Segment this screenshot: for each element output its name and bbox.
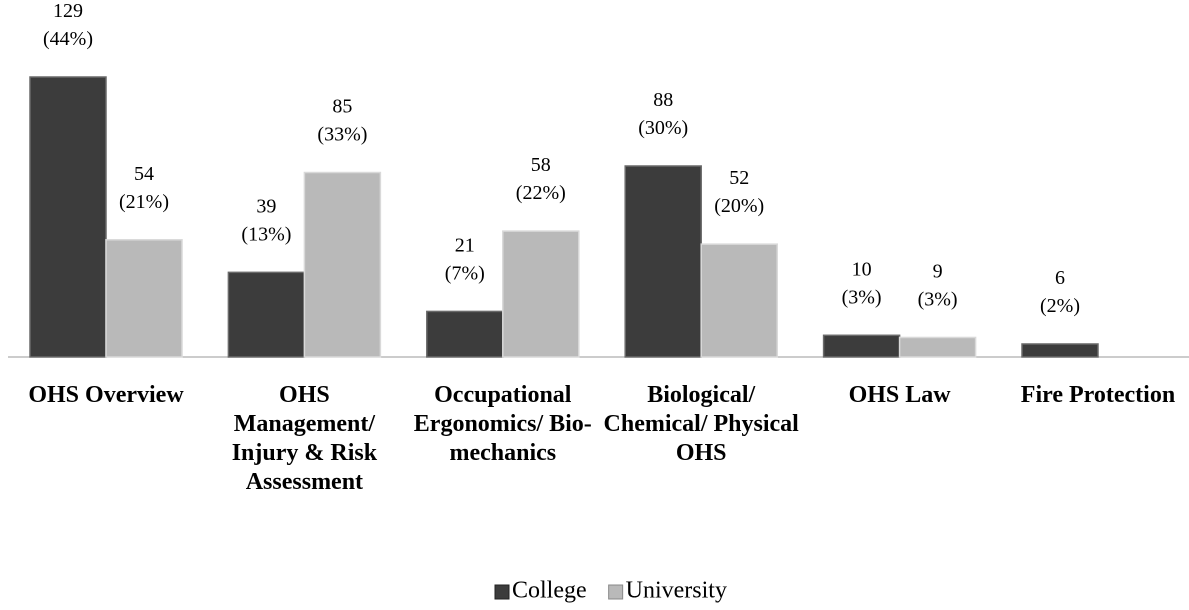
- data-label-line: 21: [455, 234, 475, 256]
- data-label-line: 88: [653, 89, 673, 111]
- data-label: 58 (22%): [516, 154, 566, 204]
- data-label-line: (30%): [638, 117, 688, 139]
- bar: [700, 243, 778, 358]
- data-label: 6 (2%): [1040, 267, 1080, 317]
- data-label-line: (7%): [445, 262, 485, 284]
- x-tick-label: Biological/ Chemical/ Physical OHS: [603, 382, 799, 466]
- x-tick-label: OHS Overview: [28, 382, 184, 408]
- bar: [105, 239, 183, 358]
- bar: [898, 336, 977, 358]
- legend-swatch: [494, 584, 510, 600]
- legend-label: University: [626, 578, 727, 604]
- data-label-line: 10: [852, 258, 872, 280]
- legend-label: College: [512, 578, 587, 604]
- bar: [426, 310, 504, 358]
- data-label-line: (44%): [43, 28, 93, 50]
- data-label: 54 (21%): [119, 162, 169, 212]
- data-label: 9 (3%): [918, 260, 958, 310]
- data-label-line: (3%): [842, 286, 882, 308]
- data-label-line: (20%): [714, 195, 764, 217]
- data-label: 52 (20%): [714, 167, 764, 217]
- data-label-line: 85: [332, 95, 352, 117]
- data-label: 129 (44%): [43, 0, 93, 50]
- data-label: 85 (33%): [317, 95, 367, 145]
- data-label-line: 9: [933, 260, 943, 282]
- data-label-line: (22%): [516, 182, 566, 204]
- data-label: 39 (13%): [241, 195, 291, 245]
- data-label-line: 129: [53, 0, 83, 22]
- x-tick-label: Fire Protection: [1020, 382, 1176, 408]
- bar: [303, 171, 382, 358]
- data-label-line: 39: [256, 195, 276, 217]
- data-label-line: 6: [1055, 267, 1065, 289]
- data-label-line: (33%): [317, 123, 367, 145]
- data-label-line: (13%): [241, 223, 291, 245]
- bar: [1021, 343, 1099, 358]
- x-tick-label: Occupational Ergonomics/ Bio- mechanics: [413, 382, 592, 466]
- legend-swatch: [608, 584, 624, 600]
- bar: [29, 76, 107, 358]
- bar: [624, 165, 702, 358]
- data-label-line: 54: [134, 162, 154, 184]
- data-label: 10 (3%): [842, 258, 882, 308]
- data-label-line: (3%): [918, 288, 958, 310]
- data-label: 21 (7%): [445, 234, 485, 284]
- data-label-line: 58: [531, 154, 551, 176]
- data-label-line: (2%): [1040, 295, 1080, 317]
- data-label: 88 (30%): [638, 89, 688, 139]
- x-tick-label: OHS Law: [848, 382, 951, 408]
- bar: [502, 230, 580, 358]
- data-label-line: (21%): [119, 190, 169, 212]
- bar: [822, 334, 901, 358]
- bar: [227, 271, 306, 358]
- data-label-line: 52: [729, 167, 749, 189]
- x-tick-label: OHS Management/ Injury & Risk Assessment: [231, 382, 378, 495]
